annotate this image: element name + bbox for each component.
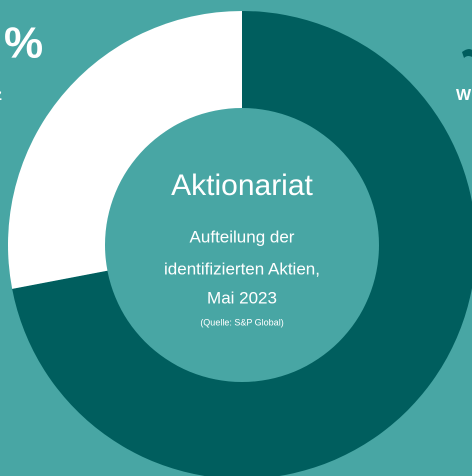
fragment-text: W [456, 87, 472, 104]
subtitle: Aufteilung der [190, 227, 295, 246]
subtitle: Mai 2023 [207, 288, 277, 307]
subtitle: identifizierten Aktien, [164, 259, 320, 278]
source: (Quelle: S&P Global) [200, 317, 283, 327]
icon [462, 49, 472, 58]
donut-hole [105, 108, 379, 382]
fragment-text: % [4, 19, 43, 68]
chart-title: Aktionariat [171, 169, 313, 202]
fragment-text: z [0, 87, 2, 104]
